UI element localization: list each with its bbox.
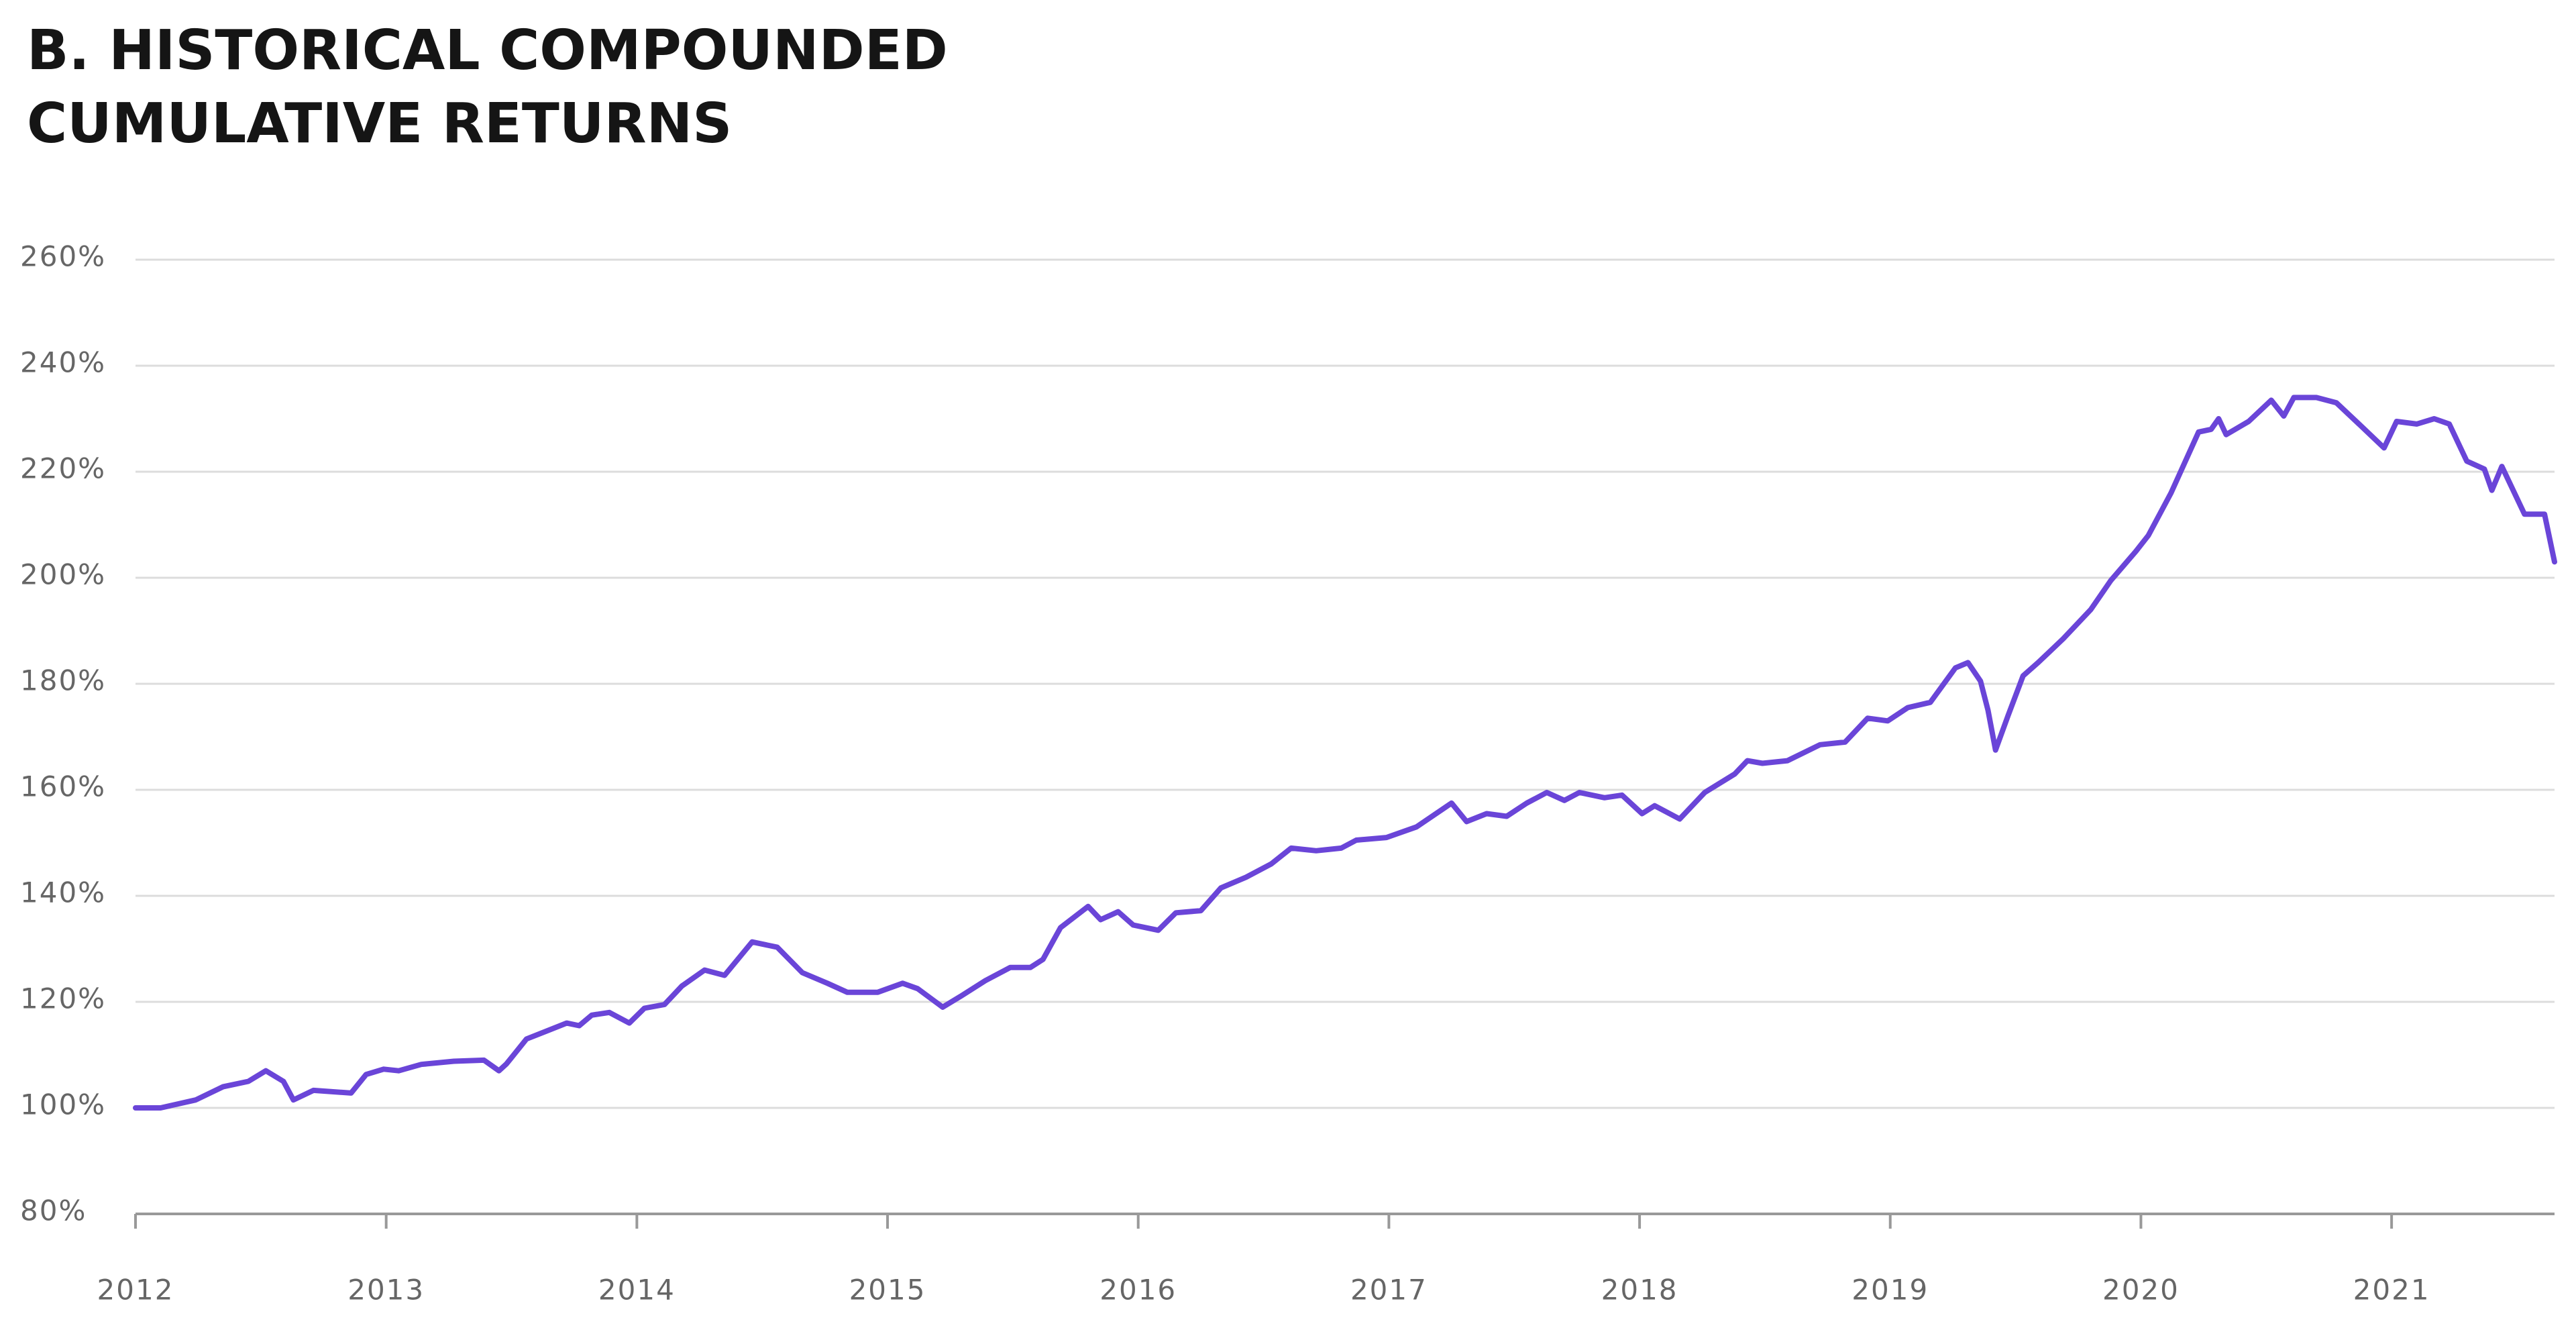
chart-title: CUMULATIVE RETURNS [27,92,732,156]
y-tick-label: 220% [20,452,106,485]
y-tick-label: 260% [20,240,106,273]
x-tick-label: 2013 [347,1274,425,1307]
x-tick-label: 2017 [1350,1274,1428,1307]
y-tick-label: 120% [20,982,106,1015]
x-tick-label: 2020 [2102,1274,2180,1307]
y-tick-label: 200% [20,558,106,591]
x-tick-label: 2012 [97,1274,174,1307]
x-tick-label: 2021 [2353,1274,2430,1307]
x-tick-label: 2018 [1601,1274,1678,1307]
x-tick-label: 2014 [598,1274,676,1307]
y-tick-label: 140% [20,876,106,909]
y-tick-label: 240% [20,346,106,379]
x-tick-label: 2016 [1099,1274,1177,1307]
x-tick-label: 2019 [1851,1274,1929,1307]
x-tick-label: 2015 [849,1274,926,1307]
y-tick-label: 100% [20,1088,106,1121]
y-tick-label: 180% [20,664,106,697]
chart-title: B. HISTORICAL COMPOUNDED [27,19,948,83]
y-tick-label: 80% [20,1194,87,1227]
data-line [133,395,2557,1111]
y-tick-label: 160% [20,770,106,803]
